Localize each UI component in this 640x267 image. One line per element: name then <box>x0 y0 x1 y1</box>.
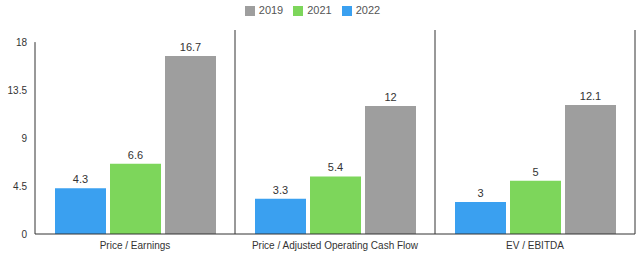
svg-text:16.7: 16.7 <box>180 41 201 53</box>
svg-text:6.6: 6.6 <box>128 149 143 161</box>
html-text:2021: 2021 <box>307 4 332 16</box>
html-text:2022: 2022 <box>355 4 381 16</box>
svg-text:Price / Earnings: Price / Earnings <box>100 240 171 251</box>
svg-text:12: 12 <box>384 91 396 103</box>
svg-text:18: 18 <box>16 37 28 48</box>
svg-text:13.5: 13.5 <box>8 85 28 96</box>
svg-text:Price / Adjusted Operating Cas: Price / Adjusted Operating Cash Flow <box>252 240 419 251</box>
svg-text:5.4: 5.4 <box>328 161 343 173</box>
html-text:2019: 2019 <box>258 4 284 16</box>
svg-text:9: 9 <box>21 133 27 144</box>
svg-text:5: 5 <box>532 166 538 178</box>
svg-text:3.3: 3.3 <box>273 184 288 196</box>
svg-text:12.1: 12.1 <box>580 90 601 102</box>
svg-text:EV / EBITDA: EV / EBITDA <box>506 240 564 251</box>
svg-text:4.3: 4.3 <box>73 173 88 185</box>
svg-text:0: 0 <box>21 229 27 240</box>
svg-text:4.5: 4.5 <box>13 181 27 192</box>
svg-text:3: 3 <box>477 187 483 199</box>
